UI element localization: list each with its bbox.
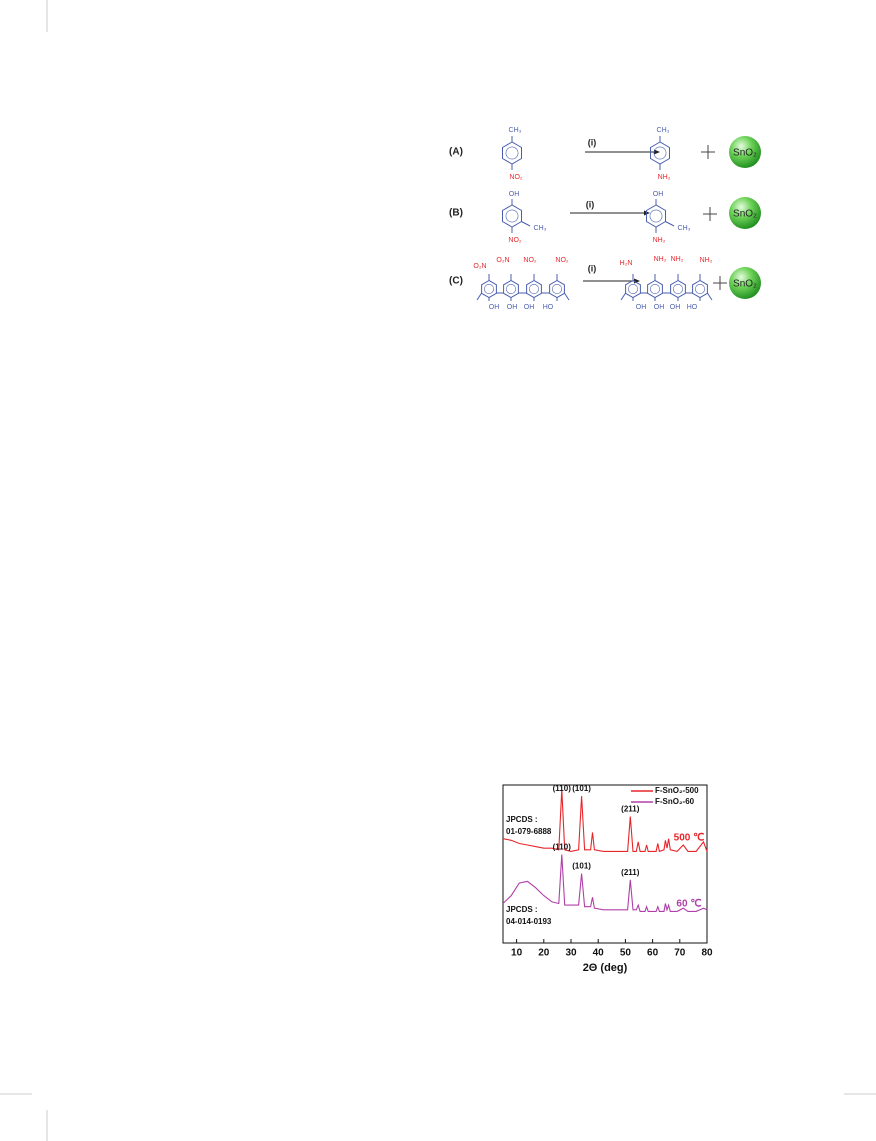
scheme-text: (i) <box>588 137 597 147</box>
annotation: 60 ℃ <box>676 899 701 910</box>
data-line <box>502 789 708 853</box>
benzene-ring <box>502 204 522 228</box>
annotation: 500 ℃ <box>674 833 705 844</box>
bond <box>620 292 627 301</box>
benzene-ring <box>481 279 497 299</box>
x-tick-label: 70 <box>674 948 686 959</box>
scheme-text: NO₂ <box>523 257 537 264</box>
scheme-text: NO₂ <box>508 237 522 244</box>
peak-label: (110) <box>553 784 572 793</box>
scheme-text: OH <box>636 304 647 311</box>
scheme-text: OH <box>524 304 535 311</box>
x-axis-label: 2Θ (deg) <box>583 962 628 974</box>
annotation: 04-014-0193 <box>506 917 552 926</box>
benzene-ring <box>647 279 663 299</box>
annotation: JPCDS : <box>506 815 538 824</box>
sno2-sphere <box>729 197 761 229</box>
sno2-sphere <box>729 267 761 299</box>
peak-label: (211) <box>621 868 640 877</box>
x-tick-label: 10 <box>511 948 523 959</box>
scheme-text: OH <box>507 304 518 311</box>
arrow-head <box>654 149 660 155</box>
scheme-text: NH₂ <box>700 257 713 264</box>
scheme-text: CH₃ <box>657 127 670 134</box>
scheme-text: SnO₂ <box>733 279 757 290</box>
scheme-text: CH₃ <box>678 225 691 232</box>
scheme-text: OH <box>509 191 520 198</box>
scheme-text: HO <box>687 304 698 311</box>
x-tick-label: 80 <box>701 948 713 959</box>
ring-inner <box>649 209 663 223</box>
scheme-text: SnO₂ <box>733 209 757 220</box>
data-line <box>502 854 708 912</box>
scheme-text: O₂N <box>473 263 486 270</box>
scheme-text: H₂N <box>620 260 633 267</box>
scheme-text: OH <box>654 304 665 311</box>
scheme-text: NH₂ <box>671 256 684 263</box>
scheme-text: OH <box>489 304 500 311</box>
scheme-text: CH₃ <box>534 225 547 232</box>
bond <box>563 292 570 301</box>
annotation: 01-079-6888 <box>506 827 552 836</box>
scheme-text: (i) <box>586 199 595 209</box>
annotation: JPCDS : <box>506 905 538 914</box>
scheme-text: NH₂ <box>653 237 666 244</box>
scheme-text: OH <box>653 191 664 198</box>
benzene-ring <box>646 204 666 228</box>
scheme-text: CH₃ <box>509 127 522 134</box>
scheme-text: (i) <box>588 263 597 273</box>
x-tick-label: 20 <box>538 948 550 959</box>
scheme-text: OH <box>670 304 681 311</box>
bond <box>665 221 675 227</box>
x-tick-label: 50 <box>620 948 632 959</box>
scheme-text: NO₂ <box>555 257 569 264</box>
benzene-ring <box>692 279 708 299</box>
peak-label: (211) <box>621 805 640 814</box>
bond <box>476 292 483 301</box>
scheme-text: (B) <box>449 208 463 219</box>
scheme-text: NH₂ <box>654 256 667 263</box>
xrd-chart: (110) (101)(211)(110)(101)(211)10 20 30 40 50… <box>502 784 713 974</box>
peak-label: (101) <box>572 862 591 871</box>
peak-label: (101) <box>572 784 591 793</box>
sno2-sphere <box>729 136 761 168</box>
benzene-ring <box>625 279 641 299</box>
legend-label: F-SnO₂-60 <box>655 797 695 806</box>
scheme-text: HO <box>543 304 554 311</box>
x-tick-label: 60 <box>647 948 659 959</box>
ring-inner <box>529 284 539 294</box>
ring-inner <box>552 284 562 294</box>
ring-inner <box>506 284 516 294</box>
reaction-scheme: (A) CH₃ NO₂ (i) CH₃ NH₂ SnO₂ (B) OH NO₂ CH₃ (i) OH NH… <box>449 127 761 311</box>
ring-inner <box>484 284 494 294</box>
peak-label: (110) <box>553 843 572 852</box>
ring-inner <box>505 209 519 223</box>
legend-label: F-SnO₂-500 <box>655 786 699 795</box>
ring-inner <box>653 146 667 160</box>
plot-frame <box>502 784 708 944</box>
ring-inner <box>650 284 660 294</box>
ring-inner <box>695 284 705 294</box>
x-tick-label: 30 <box>565 948 577 959</box>
benzene-ring <box>670 279 686 299</box>
ring-inner <box>505 146 519 160</box>
benzene-ring <box>502 141 522 165</box>
scheme-text: (A) <box>449 147 463 158</box>
ring-inner <box>673 284 683 294</box>
scheme-text: (C) <box>449 276 463 287</box>
benzene-ring <box>549 279 565 299</box>
benzene-ring <box>503 279 519 299</box>
bond <box>706 292 713 301</box>
scheme-text: SnO₂ <box>733 148 757 159</box>
bond <box>521 221 531 227</box>
scheme-text: O₂N <box>496 257 509 264</box>
benzene-ring <box>526 279 542 299</box>
scheme-text: NH₂ <box>658 174 671 181</box>
benzene-ring <box>650 141 670 165</box>
x-tick-label: 40 <box>593 948 605 959</box>
ring-inner <box>628 284 638 294</box>
scheme-text: NO₂ <box>509 174 523 181</box>
